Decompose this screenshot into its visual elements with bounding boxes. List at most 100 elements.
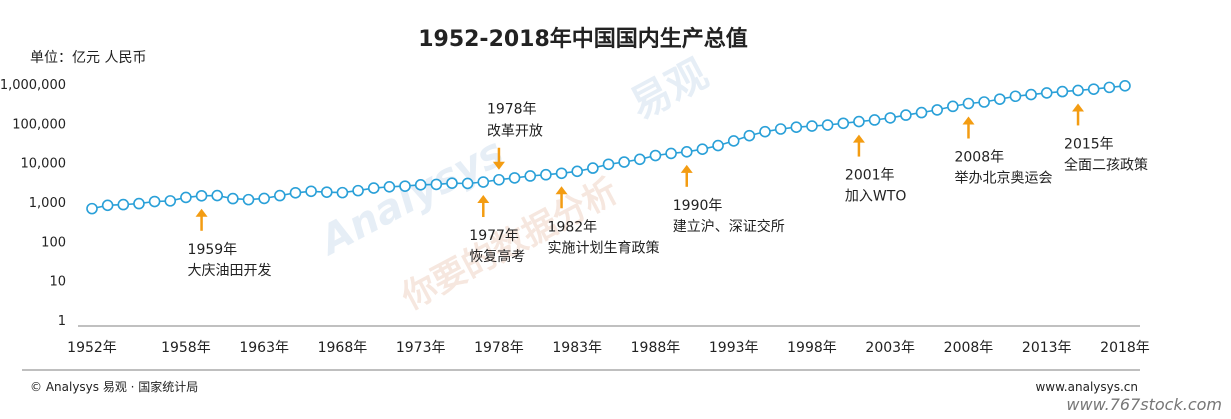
gdp-point [931,104,943,116]
arrow-up-icon [477,195,490,204]
x-tick-label: 1978年 [474,340,524,356]
annotation-year: 1978年 [487,102,537,118]
gdp-point [336,186,349,199]
gdp-point [790,121,803,134]
gdp-point [743,129,756,142]
arrow-up-icon [852,134,865,143]
y-tick-label: 10 [49,275,66,290]
annotation-year: 1977年 [469,228,519,244]
gdp-point [634,153,646,166]
arrow-up-icon [195,208,208,217]
gdp-point [665,147,677,160]
gdp-point [524,170,537,182]
x-tick-label: 1983年 [552,340,602,356]
gdp-point [618,156,630,168]
annotations: 1959年大庆油田开发1977年恢复高考1978年改革开放1982年实施计划生育… [188,102,1148,279]
gdp-point [1072,84,1084,97]
gdp-point [837,117,850,130]
gdp-point [399,180,411,192]
annotation-year: 1990年 [673,198,723,214]
watermark-text-1: 易观 [623,51,715,129]
gdp-point [727,135,740,147]
gdp-point [696,143,709,155]
gdp-point [774,123,787,135]
gdp-point [1056,85,1069,98]
gdp-point [602,158,615,171]
gdp-point [242,193,255,206]
y-tick-label: 1 [58,314,66,329]
footer-source: © Analysys 易观 · 国家统计局 [30,379,198,394]
gdp-point [712,139,724,152]
gdp-point [1087,83,1100,95]
x-tick-label: 2018年 [1100,340,1150,356]
x-tick-label: 1988年 [631,340,681,356]
arrow-up-icon [555,186,568,195]
gdp-point [587,162,599,174]
gdp-point [414,179,427,191]
chart-title: 1952-2018年中国国内生产总值 [418,26,748,52]
x-tick-label: 2013年 [1022,340,1072,356]
x-tick-label: 2008年 [944,340,994,356]
annotation-year: 2001年 [845,168,895,184]
arrow-up-icon [680,164,693,173]
x-tick-label: 1998年 [787,340,837,356]
unit-label: 单位：亿元 人民币 [30,50,146,66]
annotation-event: 大庆油田开发 [188,263,272,279]
gdp-point [430,178,443,191]
gdp-point [493,173,505,186]
gdp-point [148,195,161,208]
annotation-event: 建立沪、深证交所 [673,218,785,235]
gdp-point [320,186,333,198]
gdp-point [164,195,177,207]
gdp-point [900,109,912,121]
annotation-event: 全面二孩政策 [1064,156,1148,173]
gdp-point [1025,88,1037,101]
gdp-point [461,177,474,190]
gdp-point [571,165,583,178]
gdp-point [947,100,959,113]
gdp-point [1009,90,1022,103]
arrow-down-icon [492,161,505,170]
gdp-point [117,198,130,211]
arrow-up-icon [1072,103,1085,112]
y-tick-label: 100 [41,235,66,250]
gdp-point [508,172,521,184]
gdp-point [680,146,693,158]
annotation-event: 恢复高考 [469,248,525,265]
x-tick-label: 1968年 [318,340,368,356]
gdp-point [211,189,224,202]
annotation-event: 实施计划生育政策 [548,239,660,256]
gdp-point [227,192,239,205]
gdp-point [868,114,881,126]
gdp-point [555,167,568,180]
annotation-event: 改革开放 [487,124,543,140]
gdp-point [446,177,458,189]
arrow-up-icon [962,116,975,125]
gdp-point [821,119,834,131]
gdp-point [305,185,317,198]
gdp-point [289,186,302,199]
gdp-point [978,96,990,108]
gdp-point [1040,87,1053,99]
y-tick-label: 1,000 [29,196,66,211]
x-tick-label: 1963年 [239,340,289,356]
x-tick-label: 2003年 [865,340,915,356]
y-tick-label: 10,000 [21,157,67,172]
gdp-point [258,192,270,205]
annotation-event: 加入WTO [845,189,906,205]
gdp-point [367,182,380,194]
x-tick-label: 1973年 [396,340,446,356]
annotation-year: 1959年 [188,242,238,258]
gdp-point [1119,79,1131,92]
gdp-point [477,176,490,188]
gdp-series [86,79,1131,215]
gdp-point [962,97,975,110]
gdp-point [133,197,145,210]
gdp-point [993,93,1006,105]
gdp-point [915,106,928,119]
y-tick-label: 1,000,000 [0,78,66,93]
